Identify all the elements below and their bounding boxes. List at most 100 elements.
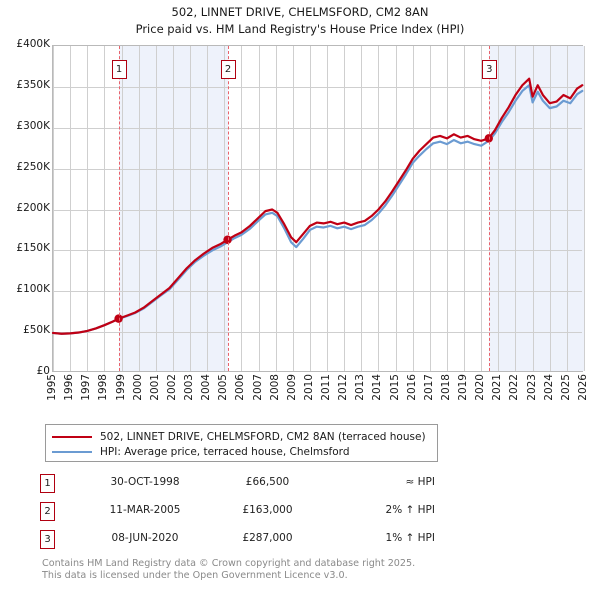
property-price-line <box>51 77 584 335</box>
transaction-delta-3: 1% ↑ HPI <box>385 532 435 544</box>
x-tick-2020: 2020 <box>474 374 487 401</box>
x-tick-2006: 2006 <box>234 374 247 401</box>
x-tick-2026: 2026 <box>577 374 589 401</box>
footer-line-1: Contains HM Land Registry data © Crown c… <box>42 558 416 569</box>
transaction-badge-1: 1 <box>40 474 55 493</box>
gridline-v-2008 <box>275 46 277 371</box>
y-tick-£200K: £200K <box>16 201 50 214</box>
table-row: 1 30-OCT-1998 £66,500 ≈ HPI <box>40 472 460 500</box>
plot-area: 1 2 3 <box>51 45 585 372</box>
gridline-v-2010 <box>309 46 311 371</box>
gridline-v-2009 <box>292 46 294 371</box>
event-line-1 <box>118 46 120 371</box>
hpi-line <box>51 84 584 335</box>
gridline-v-2004 <box>207 46 209 371</box>
x-tick-2005: 2005 <box>217 374 230 401</box>
gridline-h-350000 <box>53 86 582 88</box>
gridline-v-2024 <box>549 46 551 371</box>
gridline-v-2025 <box>566 46 568 371</box>
transaction-badge-3: 3 <box>40 530 55 549</box>
x-tick-2024: 2024 <box>542 374 555 401</box>
gridline-v-2003 <box>190 46 192 371</box>
y-tick-£50K: £50K <box>23 324 50 337</box>
chart-legend: 502, LINNET DRIVE, CHELMSFORD, CM2 8AN (… <box>45 424 438 462</box>
gridline-v-2026 <box>584 46 585 371</box>
transaction-price-3: £287,000 <box>242 532 293 544</box>
event-line-3 <box>488 46 490 371</box>
gridline-v-2012 <box>344 46 346 371</box>
transaction-badge-2: 2 <box>40 502 55 521</box>
gridline-v-2022 <box>515 46 517 371</box>
gridline-h-100000 <box>53 291 582 293</box>
gridline-v-1998 <box>104 46 106 371</box>
x-tick-2021: 2021 <box>491 374 504 401</box>
gridline-v-2015 <box>395 46 397 371</box>
gridline-v-2001 <box>155 46 157 371</box>
event-line-2 <box>227 46 229 371</box>
x-tick-2003: 2003 <box>183 374 196 401</box>
x-axis: 1995 1996 1997 1998 1999 2000 2001 2002 2003 2004… <box>46 374 589 418</box>
gridline-v-2021 <box>498 46 500 371</box>
title-block: 502, LINNET DRIVE, CHELMSFORD, CM2 8AN P… <box>0 4 600 38</box>
y-axis: £0 £50K £100K £150K £200K £250K £300K £350K £400… <box>0 38 50 377</box>
legend-swatch-property <box>52 436 92 438</box>
x-tick-2001: 2001 <box>148 374 161 401</box>
holding-period-band-2 <box>488 46 584 371</box>
x-tick-2016: 2016 <box>405 374 418 401</box>
x-tick-2009: 2009 <box>285 374 298 401</box>
gridline-v-2013 <box>361 46 363 371</box>
x-tick-2019: 2019 <box>457 374 470 401</box>
gridline-h-50000 <box>53 332 582 334</box>
gridline-h-250000 <box>53 168 582 170</box>
transaction-delta-2: 2% ↑ HPI <box>385 504 435 516</box>
gridline-v-1996 <box>70 46 72 371</box>
x-tick-2022: 2022 <box>508 374 521 401</box>
footer-line-2: This data is licensed under the Open Gov… <box>42 569 348 581</box>
x-tick-2025: 2025 <box>559 374 572 401</box>
x-tick-2010: 2010 <box>302 374 315 401</box>
x-tick-2012: 2012 <box>337 374 350 401</box>
legend-label-hpi: HPI: Average price, terraced house, Chel… <box>100 446 350 458</box>
gridline-v-1997 <box>87 46 89 371</box>
footer-attribution: Contains HM Land Registry data © Crown c… <box>42 558 582 581</box>
y-tick-£0: £0 <box>36 365 50 377</box>
x-tick-1996: 1996 <box>63 374 76 401</box>
transaction-date-3: 08-JUN-2020 <box>111 532 179 544</box>
x-tick-2017: 2017 <box>422 374 435 401</box>
gridline-h-300000 <box>53 127 582 129</box>
gridline-v-2006 <box>241 46 243 371</box>
x-tick-2000: 2000 <box>131 374 144 401</box>
gridline-v-2000 <box>138 46 140 371</box>
legend-item-property: 502, LINNET DRIVE, CHELMSFORD, CM2 8AN (… <box>52 430 431 444</box>
event-marker-1[interactable]: 1 <box>111 60 127 79</box>
gridline-v-2007 <box>258 46 260 371</box>
gridline-v-2023 <box>532 46 534 371</box>
gridline-v-2002 <box>172 46 174 371</box>
x-tick-2023: 2023 <box>525 374 538 401</box>
legend-label-property: 502, LINNET DRIVE, CHELMSFORD, CM2 8AN (… <box>100 431 426 443</box>
gridline-v-2020 <box>481 46 483 371</box>
y-tick-£150K: £150K <box>16 242 50 255</box>
event-marker-2[interactable]: 2 <box>220 60 236 79</box>
gridline-v-1999 <box>121 46 123 371</box>
table-row: 3 08-JUN-2020 £287,000 1% ↑ HPI <box>40 528 460 556</box>
x-tick-2013: 2013 <box>354 374 367 401</box>
x-tick-1997: 1997 <box>80 374 93 401</box>
transaction-dots <box>114 134 493 323</box>
event-marker-3[interactable]: 3 <box>481 60 497 79</box>
gridline-v-1995 <box>53 46 54 371</box>
gridline-v-2016 <box>412 46 414 371</box>
x-tick-1999: 1999 <box>114 374 127 401</box>
page-title: 502, LINNET DRIVE, CHELMSFORD, CM2 8AN <box>171 5 429 19</box>
gridline-v-2011 <box>327 46 329 371</box>
x-tick-2014: 2014 <box>371 374 384 401</box>
transaction-price-1: £66,500 <box>245 476 290 488</box>
y-tick-£100K: £100K <box>16 283 50 296</box>
gridline-v-2019 <box>464 46 466 371</box>
gridline-v-2017 <box>429 46 431 371</box>
gridline-v-2018 <box>446 46 448 371</box>
transaction-date-1: 30-OCT-1998 <box>110 476 180 488</box>
x-tick-2002: 2002 <box>165 374 178 401</box>
y-tick-£400K: £400K <box>16 38 50 50</box>
